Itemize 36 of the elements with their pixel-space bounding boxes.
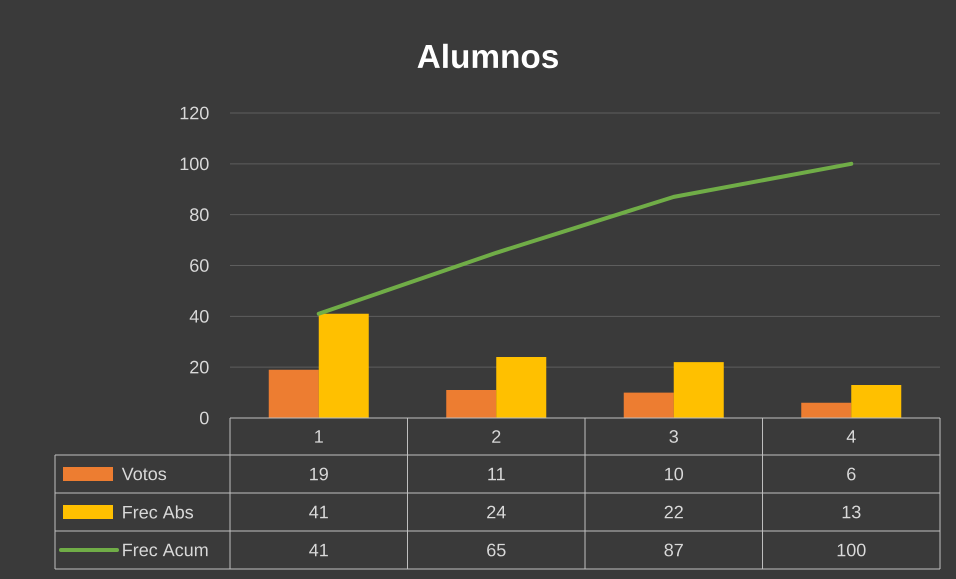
legend-label: Votos xyxy=(122,468,166,480)
data-label: 100 xyxy=(838,544,866,556)
data-label: 10 xyxy=(665,468,684,480)
y-tick-label: 100 xyxy=(180,157,209,170)
bar xyxy=(674,362,724,418)
chart-title: Alumnos xyxy=(418,44,558,68)
bar xyxy=(446,390,496,418)
data-label: 41 xyxy=(309,544,328,556)
legend-label: Frec Abs xyxy=(123,505,194,519)
data-label: 41 xyxy=(309,506,328,518)
y-tick-label: 120 xyxy=(180,106,209,120)
data-label: 6 xyxy=(847,468,856,480)
data-label: 22 xyxy=(664,506,683,518)
x-tick-label: 1 xyxy=(315,430,323,443)
bar xyxy=(496,357,546,418)
bar xyxy=(318,314,369,418)
bar xyxy=(268,370,319,418)
y-tick-label: 80 xyxy=(190,208,209,222)
data-label: 65 xyxy=(487,544,506,556)
data-label: 11 xyxy=(488,468,505,480)
y-tick-label: 40 xyxy=(190,310,209,323)
bar xyxy=(851,384,902,418)
y-tick-label: 0 xyxy=(200,412,209,424)
x-tick-label: 4 xyxy=(846,430,856,443)
bar xyxy=(801,402,852,418)
bar xyxy=(624,392,674,418)
x-tick-label: 3 xyxy=(669,430,678,443)
legend-label: Frec Acum xyxy=(123,544,208,556)
line-series xyxy=(316,162,854,316)
data-label: 24 xyxy=(487,506,506,518)
y-tick-label: 20 xyxy=(190,360,209,374)
data-label: 13 xyxy=(842,506,860,518)
x-tick-label: 2 xyxy=(492,430,500,443)
data-label: 87 xyxy=(664,544,683,556)
data-label: 19 xyxy=(310,468,328,480)
y-tick-label: 60 xyxy=(190,259,209,272)
